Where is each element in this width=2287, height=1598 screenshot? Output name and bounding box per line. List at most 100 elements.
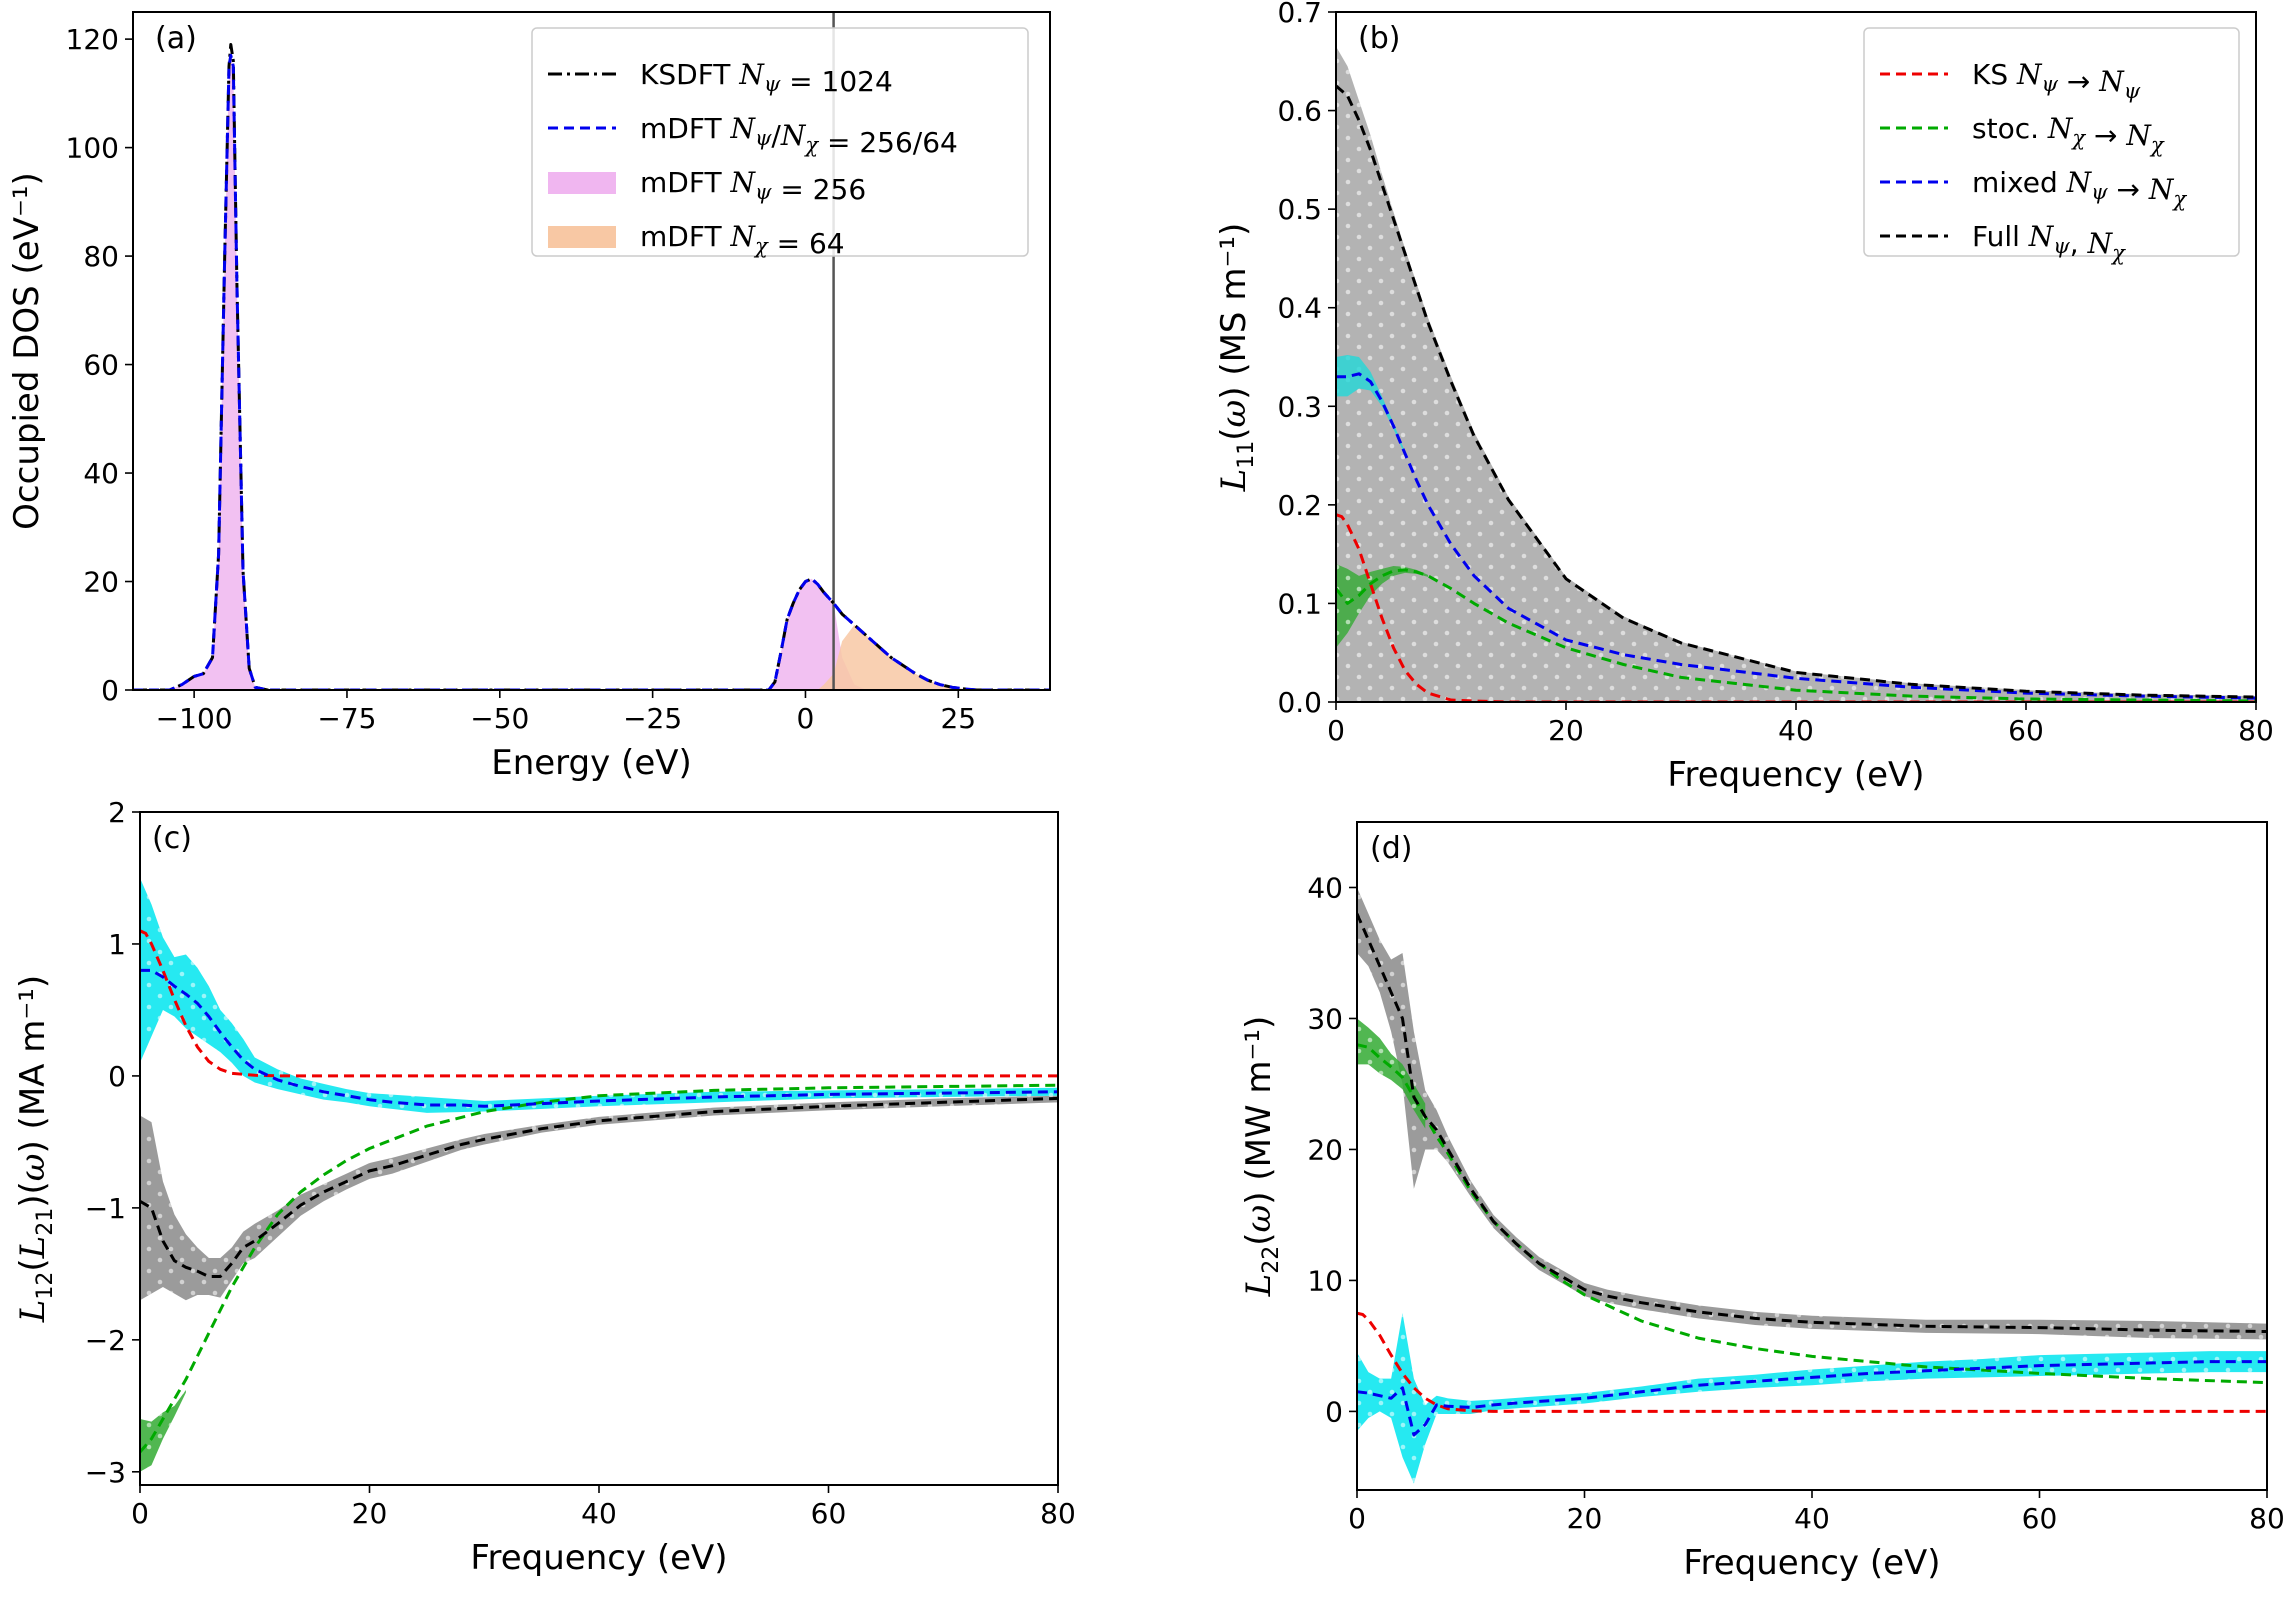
y-axis-title: Occupied DOS (eV⁻¹) [7, 172, 47, 530]
y-tick-label: 80 [83, 240, 119, 273]
uncertainty-band-dots [140, 877, 1058, 1113]
x-tick-label: 25 [940, 702, 976, 735]
y-tick-label: 60 [83, 349, 119, 382]
x-tick-label: 20 [352, 1497, 388, 1530]
legend-frame [531, 27, 1029, 257]
x-tick-label: 40 [1794, 1502, 1830, 1535]
y-axis-title: L11(ω) (MS m⁻¹) [1214, 223, 1259, 493]
legend: KSDFT Nψ = 1024 mDFT Nψ/Nχ = 256/64 mDFT N… [531, 27, 1029, 260]
legend-label: KS Nψ → Nψ [1972, 58, 2141, 103]
panel-label: (a) [155, 21, 197, 56]
x-tick-label: 40 [581, 1497, 617, 1530]
legend-label: stoc. Nχ → Nχ [1972, 112, 2165, 157]
series-line [133, 53, 1050, 690]
y-tick-label: 120 [66, 23, 119, 56]
axes-frame [132, 11, 1051, 691]
legend-label: Full Nψ, Nχ [1972, 220, 2126, 265]
y-tick-label: 0.7 [1277, 0, 1322, 29]
legend-label: mDFT Nχ = 64 [640, 220, 845, 260]
x-tick-label: 40 [1778, 714, 1814, 747]
panel-c: 0 20 40 60 80 −3 −2 −1 0 1 2 Frequency (eV) L12(L21)… [13, 796, 1076, 1578]
y-tick-label: 10 [1307, 1264, 1343, 1297]
panel-d: 0 20 40 60 80 0 10 20 30 40 Frequency (eV) L22(ω) (… [1239, 821, 2285, 1583]
y-tick-label: 0 [1325, 1395, 1343, 1428]
x-tick-label: 20 [1548, 714, 1584, 747]
y-axis-title: L22(ω) (MW m⁻¹) [1239, 1016, 1284, 1298]
x-tick-label: −50 [470, 702, 529, 735]
panel-label: (d) [1370, 831, 1412, 866]
uncertainty-band-dots [1357, 1313, 2267, 1484]
uncertainty-band-dots [140, 1389, 186, 1472]
y-tick-label: 2 [108, 796, 126, 829]
x-tick-label: 60 [811, 1497, 847, 1530]
y-tick-label: −1 [85, 1192, 126, 1225]
x-tick-label: 80 [2249, 1502, 2285, 1535]
axes-frame [1356, 821, 2268, 1491]
legend: KS Nψ → Nψ stoc. Nχ → Nχ mixed Nψ → Nχ Full… [1863, 27, 2240, 265]
y-tick-label: 0 [101, 674, 119, 707]
y-tick-label: 1 [108, 928, 126, 961]
series-line [1357, 1360, 2267, 1437]
x-tick-label: 0 [131, 1497, 149, 1530]
x-tick-label: 80 [2238, 714, 2274, 747]
series-line [140, 1083, 1058, 1453]
x-tick-label: 60 [2008, 714, 2044, 747]
x-tick-label: 20 [1567, 1502, 1603, 1535]
legend-swatch [548, 226, 616, 248]
series-line [140, 1096, 1058, 1278]
x-axis-title: Frequency (eV) [470, 1538, 727, 1578]
series-line [1336, 568, 2256, 702]
y-tick-label: 0.1 [1277, 587, 1322, 620]
y-tick-label: −3 [85, 1456, 126, 1489]
plot-area [140, 877, 1058, 1472]
legend-swatch [548, 172, 616, 194]
uncertainty-band-dots [1336, 564, 1428, 648]
legend-label: mixed Nψ → Nχ [1972, 166, 2187, 211]
series-line [1336, 372, 2256, 700]
x-tick-label: −25 [623, 702, 682, 735]
y-tick-label: 30 [1307, 1002, 1343, 1035]
y-tick-label: 0.6 [1277, 95, 1322, 128]
y-tick-label: 20 [83, 566, 119, 599]
y-axis-title: L12(L21)(ω) (MA m⁻¹) [13, 975, 58, 1323]
axes-frame [139, 811, 1059, 1486]
legend-label: mDFT Nψ = 256 [640, 166, 866, 206]
x-axis-title: Energy (eV) [491, 743, 692, 783]
legend-frame [1863, 27, 2240, 257]
uncertainty-band-dots [140, 1095, 1058, 1301]
x-tick-label: −75 [317, 702, 376, 735]
y-tick-label: 40 [1307, 871, 1343, 904]
x-tick-label: 60 [2022, 1502, 2058, 1535]
x-tick-label: 0 [797, 702, 815, 735]
y-tick-label: 0.3 [1277, 390, 1322, 423]
series-line [140, 929, 1058, 1078]
x-tick-label: 80 [1040, 1497, 1076, 1530]
panel-label: (c) [152, 821, 192, 856]
x-tick-label: −100 [156, 702, 233, 735]
uncertainty-band-dots [1336, 46, 2256, 702]
y-tick-label: 0.2 [1277, 489, 1322, 522]
plot-area [133, 12, 1050, 690]
x-axis-title: Frequency (eV) [1683, 1543, 1940, 1583]
y-tick-label: 0.4 [1277, 292, 1322, 325]
y-tick-label: −2 [85, 1324, 126, 1357]
series-line [1336, 84, 2256, 699]
legend-label: KSDFT Nψ = 1024 [640, 58, 893, 98]
panel-label: (b) [1358, 21, 1400, 56]
series-line [140, 968, 1058, 1108]
y-tick-label: 40 [83, 457, 119, 490]
plot-area [1357, 887, 2267, 1484]
uncertainty-band-dots [1357, 1018, 1426, 1129]
y-tick-label: 100 [66, 132, 119, 165]
uncertainty-band [1336, 355, 1405, 456]
x-axis-title: Frequency (eV) [1667, 755, 1924, 795]
uncertainty-band [1357, 887, 2267, 1340]
panel-b: 0 20 40 60 80 0.0 0.1 0.2 0.3 0.4 0.5 0.6 0.7 Frequen… [1214, 0, 2274, 795]
y-tick-label: 0 [108, 1060, 126, 1093]
legend-label: mDFT Nψ/Nχ = 256/64 [640, 112, 958, 159]
y-tick-label: 0.0 [1277, 686, 1322, 719]
fill-area [817, 624, 977, 690]
uncertainty-band-dots [1357, 887, 2267, 1340]
fill-area [169, 55, 867, 690]
